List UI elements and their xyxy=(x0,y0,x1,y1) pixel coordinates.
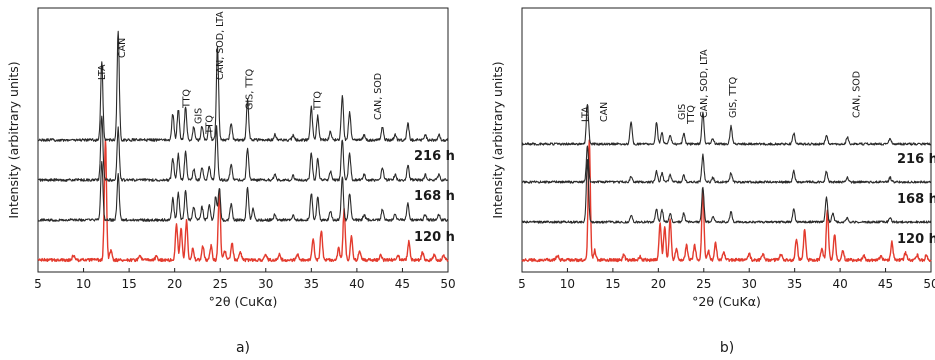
y-axis-title: Intensity (arbitrary units) xyxy=(6,61,21,218)
x-tick-label: 45 xyxy=(395,277,410,291)
peak-annotation: CAN, SOD, LTA xyxy=(699,49,710,118)
series-120h-black xyxy=(37,161,449,222)
series-120h-black xyxy=(521,158,932,224)
peak-annotation: LTA xyxy=(97,64,108,80)
x-tick-label: 25 xyxy=(696,277,711,291)
x-tick-label: 30 xyxy=(742,277,757,291)
peak-annotation: GIS, TTQ xyxy=(244,69,255,110)
plot-frame xyxy=(521,7,932,273)
y-axis-title: Intensity (arbitrary units) xyxy=(490,61,505,218)
x-tick-label: 40 xyxy=(832,277,847,291)
peak-annotation: CAN xyxy=(117,38,128,58)
x-tick-label: 25 xyxy=(213,277,228,291)
series-168h-black xyxy=(521,145,932,184)
x-tick-label: 35 xyxy=(787,277,802,291)
x-tick-label: 45 xyxy=(878,277,893,291)
panel-label: a) xyxy=(236,340,250,356)
x-tick-label: 10 xyxy=(76,277,91,291)
x-tick-label: 5 xyxy=(518,277,526,291)
x-tick-label: 35 xyxy=(304,277,319,291)
peak-annotation: GIS xyxy=(193,108,204,124)
peak-annotation: LTA xyxy=(581,106,592,122)
peak-annotation: TTQ xyxy=(204,115,215,135)
x-tick-label: 5 xyxy=(34,277,42,291)
peak-annotation: CAN, SOD xyxy=(851,71,862,118)
x-tick-label: 50 xyxy=(923,277,935,291)
peak-annotation: GIS xyxy=(677,104,688,120)
peak-annotation: CAN, SOD, LTA xyxy=(215,11,226,80)
hours-label: 216 h xyxy=(897,152,935,167)
chart-panel-a: 5 10 15 20 25 30 35 40 45 50 °2θ (CuKα) Intensity (… xyxy=(6,7,456,356)
series-216h-black xyxy=(37,30,449,142)
chart-panel-b: 5 10 15 20 25 30 35 40 45 50 °2θ (CuKα) Intensity (… xyxy=(490,7,935,356)
x-tick-label: 20 xyxy=(651,277,666,291)
hours-label: 216 h xyxy=(414,149,455,164)
series-168h-black xyxy=(37,115,449,182)
series-120h-red xyxy=(521,139,932,263)
x-axis-title: °2θ (CuKα) xyxy=(209,294,278,309)
hours-label: 120 h xyxy=(897,232,935,247)
series-120h-red xyxy=(37,138,449,263)
peak-annotation: CAN xyxy=(599,102,610,122)
x-tick-label: 10 xyxy=(560,277,575,291)
hours-label: 120 h xyxy=(414,230,455,245)
peak-annotation: TTQ xyxy=(313,91,324,111)
x-axis-title: °2θ (CuKα) xyxy=(692,294,761,309)
peak-annotation: TTQ xyxy=(182,89,193,109)
x-tick-label: 20 xyxy=(167,277,182,291)
peak-annotation: GIS, TTQ xyxy=(728,77,739,118)
peak-annotation: CAN, SOD xyxy=(373,73,384,120)
x-tick-label: 15 xyxy=(605,277,620,291)
panel-label: b) xyxy=(720,340,734,356)
hours-label: 168 h xyxy=(897,192,935,207)
series-216h-black xyxy=(521,103,932,146)
peak-annotation: TTQ xyxy=(686,105,697,125)
x-tick-label: 40 xyxy=(349,277,364,291)
hours-label: 168 h xyxy=(414,189,455,204)
x-tick-label: 50 xyxy=(440,277,455,291)
x-tick-label: 30 xyxy=(258,277,273,291)
x-tick-label: 15 xyxy=(121,277,136,291)
